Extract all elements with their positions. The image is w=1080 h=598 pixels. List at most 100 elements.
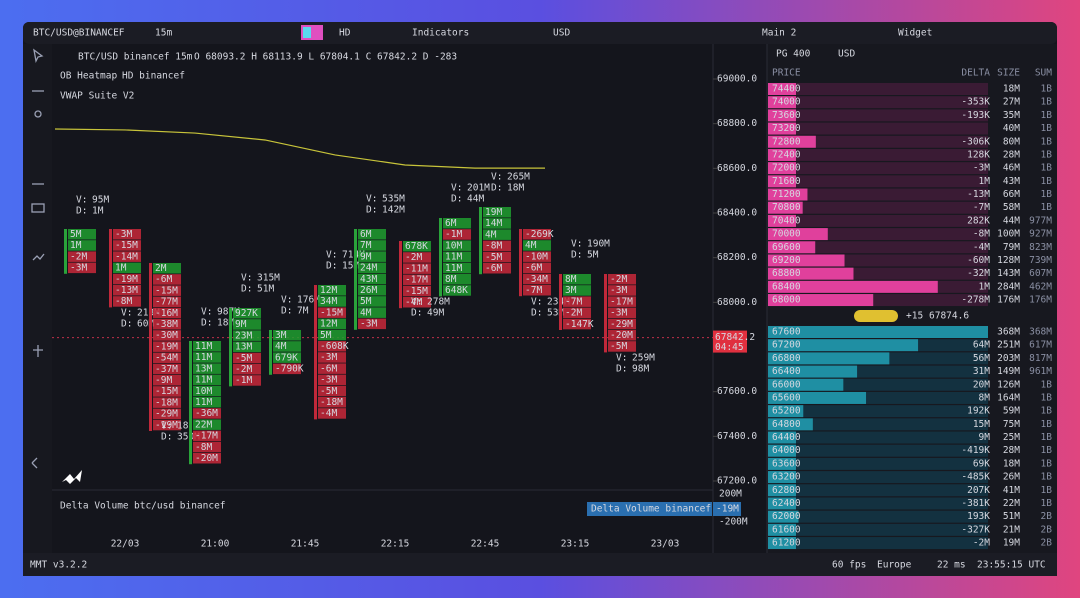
delta-tick-label: 200M [719, 489, 742, 500]
ob-delta: 69K [973, 458, 990, 469]
footprint-value: -4M [320, 408, 337, 419]
price-tick-label: 68400.0 [717, 208, 757, 219]
footprint-cell [318, 352, 346, 363]
footprint-value: -19M [155, 420, 178, 431]
latency: 22 ms [937, 560, 966, 571]
size-bar [768, 418, 813, 431]
row-bg [768, 175, 988, 188]
footprint-value: -6M [485, 263, 502, 274]
time-tick-label: 22:45 [471, 539, 500, 550]
footprint-cell [403, 274, 431, 286]
price-tick-label: 67200.0 [717, 476, 757, 487]
footprint-cell [563, 296, 591, 307]
footprint-value: 12M [320, 319, 337, 330]
footprint-cell [523, 262, 551, 274]
ob-sum: 1B [1041, 136, 1053, 147]
interval[interactable]: 15m [155, 28, 172, 39]
delta-label: D: [531, 308, 542, 319]
ob-delta: -13M [967, 189, 990, 200]
row-bg [768, 96, 988, 109]
delta-volume-value: -19M [716, 504, 739, 515]
ob-currency[interactable]: USD [838, 49, 855, 60]
footprint-value: 3M [565, 285, 577, 296]
ob-sum: 2B [1041, 538, 1053, 549]
footprint-cell [608, 318, 636, 330]
widget[interactable]: Widget [898, 28, 932, 39]
volume-label: V: [241, 273, 252, 284]
color-icon [303, 27, 311, 38]
ob-size: 25M [1003, 432, 1020, 443]
footprint-value: 11M [445, 252, 462, 263]
ob-size: 51M [1003, 511, 1020, 522]
ob-sum: 1B [1041, 445, 1053, 456]
footprint-value: -15M [320, 307, 343, 318]
ob-size: 368M [997, 327, 1020, 338]
layout[interactable]: Main 2 [762, 28, 796, 39]
volume-label: V: [366, 194, 377, 205]
size-bar [768, 352, 890, 365]
volume-label: V: [451, 183, 462, 194]
ob-price: 66000 [772, 379, 801, 390]
footprint-cell [153, 352, 181, 364]
cluster-volume: 201M [467, 183, 490, 194]
footprint-cell [483, 207, 511, 218]
legend-ohlc: O 68093.2 H 68113.9 L 67804.1 C 67842.2 … [194, 52, 457, 63]
size-bar [768, 510, 799, 523]
tool-icons [31, 48, 45, 469]
size-bar [768, 457, 796, 470]
footprint-value: 7M [360, 240, 372, 251]
volume-label: V: [571, 239, 582, 250]
footprint-value: -608K [320, 341, 349, 352]
footprint-value: -38M [155, 319, 178, 330]
ob-delta: -60M [967, 255, 990, 266]
delta-label: D: [571, 250, 582, 261]
time-tick-label: 23/03 [651, 539, 680, 550]
row-bg [768, 537, 988, 550]
size-bar [768, 497, 796, 510]
ob-delta: 282K [967, 215, 990, 226]
delta-label: D: [366, 205, 377, 216]
price-tick-label: 68800.0 [717, 118, 757, 129]
symbol[interactable]: BTC/USD@BINANCEF [33, 28, 125, 39]
footprint-cell [153, 274, 181, 285]
ob-delta: -3M [973, 163, 990, 174]
footprint-cell [483, 251, 511, 263]
delta-label: D: [76, 206, 87, 217]
grouping[interactable]: PG 400 [776, 49, 811, 60]
footprint-value: -6M [525, 263, 542, 274]
mid-badge [854, 310, 898, 322]
row-bg [768, 523, 988, 536]
indicators[interactable]: Indicators [412, 28, 469, 39]
ob-price: 72000 [772, 163, 801, 174]
footprint-value: 13M [195, 363, 212, 374]
footprint-value: -18M [320, 397, 343, 408]
ob-size: 203M [997, 353, 1020, 364]
footprint-value: -2M [235, 364, 252, 375]
time-tick-label: 22/03 [111, 539, 140, 550]
footprint-value: 24M [360, 263, 377, 274]
delta-volume-source: btc/usd binancef [134, 501, 226, 512]
ob-delta: 56M [973, 353, 990, 364]
currency[interactable]: USD [553, 28, 570, 39]
footprint-cell [358, 273, 386, 285]
ob-sum: 176M [1029, 295, 1052, 306]
footprint-cell [403, 241, 431, 252]
footprint-cell [153, 307, 181, 319]
footprint-cell [233, 341, 261, 353]
ob-sum: 368M [1029, 327, 1052, 338]
footprint-cell [358, 240, 386, 251]
ob-size: 40M [1003, 123, 1020, 134]
footprint-cell [318, 397, 346, 408]
cluster-delta: 60M [137, 319, 154, 330]
ob-price: 63600 [772, 458, 801, 469]
footprint-value: 648K [445, 285, 468, 296]
region[interactable]: Europe [877, 560, 912, 571]
footprint-value: -3M [610, 285, 627, 296]
footprint-value: -36M [195, 408, 218, 419]
hd-toggle[interactable]: HD [339, 28, 351, 39]
footprint-value: 11M [445, 263, 462, 274]
last-price-tag [713, 330, 747, 353]
footprint-cell [113, 273, 141, 285]
footprint-value: -147K [565, 319, 594, 330]
ob-price: 70400 [772, 215, 801, 226]
